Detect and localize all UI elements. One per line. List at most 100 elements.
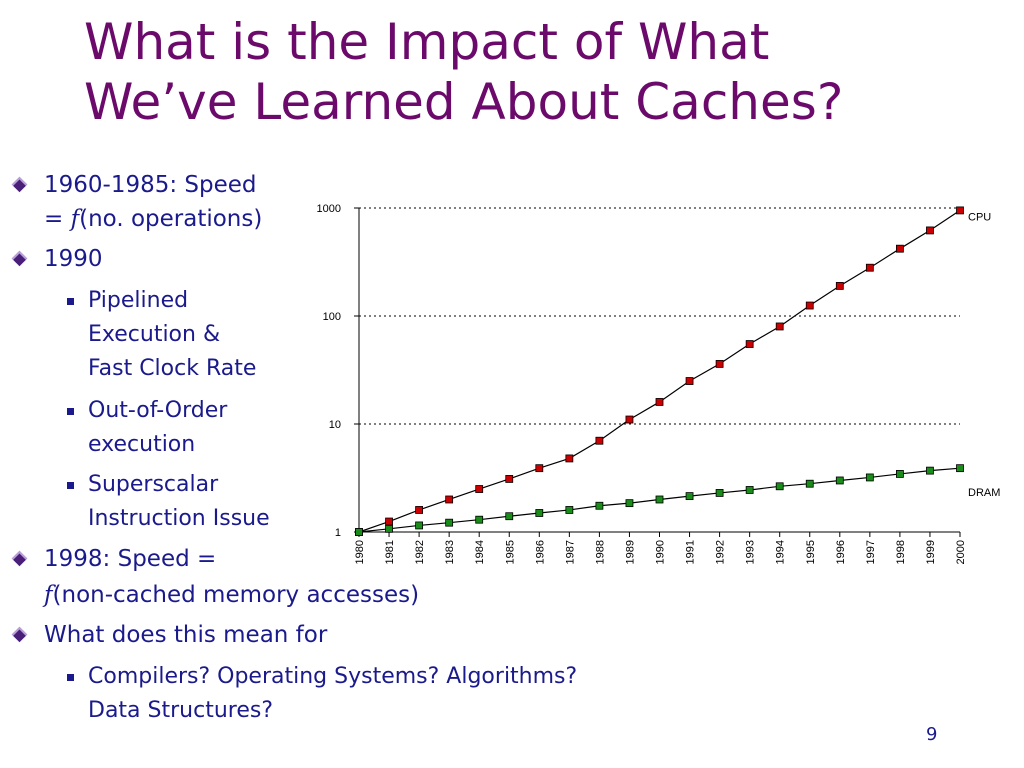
bullet-text: 1998: Speed = <box>44 546 217 572</box>
sub-bullet-text: Execution & <box>88 322 221 347</box>
function-symbol: f <box>44 582 53 608</box>
data-point-dram <box>535 509 544 517</box>
bullet-1998: 1998: Speed = <box>11 542 217 576</box>
bullet-text: (non-cached memory accesses) <box>52 582 420 608</box>
x-tick-label: 1992 <box>715 540 727 564</box>
x-tick-label: 1991 <box>685 540 697 564</box>
x-tick-label: 1985 <box>504 540 516 564</box>
data-point-cpu <box>475 485 484 493</box>
bullet-text: = <box>44 206 71 232</box>
x-tick-label: 1982 <box>414 540 426 564</box>
x-tick-label: 1983 <box>444 540 456 564</box>
data-point-dram <box>475 515 484 524</box>
diamond-bullet-icon <box>11 626 28 643</box>
sub-bullet-text: execution <box>88 432 196 457</box>
x-tick-label: 1984 <box>474 540 486 564</box>
sub-bullet-superscalar: Superscalar <box>67 468 219 502</box>
x-tick-label: 1997 <box>865 540 877 564</box>
diamond-bullet-icon <box>11 250 28 267</box>
series-line-cpu <box>358 209 961 533</box>
slide-title: What is the Impact of What We’ve Learned… <box>84 12 984 132</box>
sub-bullet-compilers-cont: Data Structures? <box>88 694 273 728</box>
bullet-text: (no. operations) <box>79 206 263 232</box>
bullet-1990: 1990 <box>11 242 103 276</box>
data-point-dram <box>805 479 814 488</box>
x-tick-label: 1994 <box>775 540 787 564</box>
data-point-dram <box>385 524 393 533</box>
x-tick-label: 1980 <box>354 540 366 564</box>
square-bullet-icon <box>67 408 74 415</box>
sub-bullet-text: Out-of-Order <box>88 398 228 423</box>
y-tick-label: 1 <box>335 527 341 539</box>
data-point-dram <box>505 512 514 521</box>
data-point-cpu <box>415 506 423 514</box>
cpu-dram-performance-chart: 1 10 100 1000 1980 1981 1982 1983 1984 1985 1986 19… <box>317 203 1001 564</box>
data-point-dram <box>835 476 844 485</box>
bullet-1998-cont: f(non-cached memory accesses) <box>44 578 419 612</box>
data-point-cpu <box>865 263 874 272</box>
bullet-text: 1960-1985: Speed <box>44 172 257 198</box>
data-point-cpu <box>595 436 604 445</box>
sub-bullet-out-of-order: Out-of-Order <box>67 394 228 428</box>
data-point-cpu <box>505 475 514 483</box>
data-point-cpu <box>655 398 664 406</box>
bullet-text: 1990 <box>44 246 103 272</box>
sub-bullet-pipelined-cont2: Fast Clock Rate <box>88 352 256 386</box>
bullet-what-does-this-mean: What does this mean for <box>11 618 328 652</box>
data-point-dram <box>655 495 664 504</box>
page-number: 9 <box>926 724 938 745</box>
square-bullet-icon <box>67 298 74 305</box>
sub-bullet-text: Fast Clock Rate <box>88 356 257 381</box>
x-tick-label: 1990 <box>655 540 667 564</box>
x-tick-label: 1995 <box>805 540 817 564</box>
data-point-dram <box>595 501 604 510</box>
x-tick-label: 1999 <box>925 540 937 564</box>
data-point-dram <box>355 528 363 536</box>
y-tick-label: 100 <box>323 311 341 323</box>
data-point-dram <box>926 466 934 475</box>
data-point-cpu <box>745 340 754 348</box>
title-line-1: What is the Impact of What <box>84 13 770 71</box>
data-point-dram <box>445 518 454 527</box>
data-point-cpu <box>805 301 814 310</box>
sub-bullet-pipelined: Pipelined <box>67 284 188 318</box>
x-tick-label: 1989 <box>624 540 636 564</box>
x-tick-label: 1998 <box>895 540 907 564</box>
bullet-1960-1985: 1960-1985: Speed <box>11 168 257 202</box>
data-point-cpu <box>835 281 844 290</box>
sub-bullet-compilers: Compilers? Operating Systems? Algorithms… <box>67 660 578 694</box>
data-point-cpu <box>445 495 454 504</box>
title-line-2: We’ve Learned About Caches? <box>84 73 844 131</box>
diamond-bullet-icon <box>11 176 28 193</box>
x-tick-label: 1993 <box>745 540 757 564</box>
data-point-dram <box>896 470 904 478</box>
data-point-cpu <box>385 517 393 526</box>
data-point-dram <box>415 521 423 530</box>
x-tick-label: 2000 <box>955 540 967 564</box>
x-tick-label: 1988 <box>594 540 606 564</box>
data-point-dram <box>715 489 724 497</box>
diamond-bullet-icon <box>11 550 28 567</box>
series-label-cpu: CPU <box>968 211 991 223</box>
x-tick-label: 1996 <box>835 540 847 564</box>
series-label-dram: DRAM <box>968 487 1000 499</box>
square-bullet-icon <box>67 674 74 681</box>
data-point-cpu <box>715 360 724 368</box>
y-tick-label: 1000 <box>317 203 341 215</box>
sub-bullet-text: Superscalar <box>88 472 219 497</box>
data-point-cpu <box>896 244 904 253</box>
square-bullet-icon <box>67 482 74 489</box>
bullet-text: What does this mean for <box>44 622 328 648</box>
data-point-dram <box>565 506 574 514</box>
data-point-dram <box>865 473 874 482</box>
data-point-cpu <box>775 322 784 331</box>
data-point-dram <box>685 492 694 500</box>
function-symbol: f <box>70 206 80 232</box>
y-tick-label: 10 <box>329 419 341 431</box>
sub-bullet-out-of-order-cont: execution <box>88 428 195 462</box>
data-point-cpu <box>535 464 544 473</box>
data-point-cpu <box>926 226 934 235</box>
data-point-dram <box>775 482 784 491</box>
sub-bullet-text: Compilers? Operating Systems? Algorithms… <box>88 664 578 689</box>
